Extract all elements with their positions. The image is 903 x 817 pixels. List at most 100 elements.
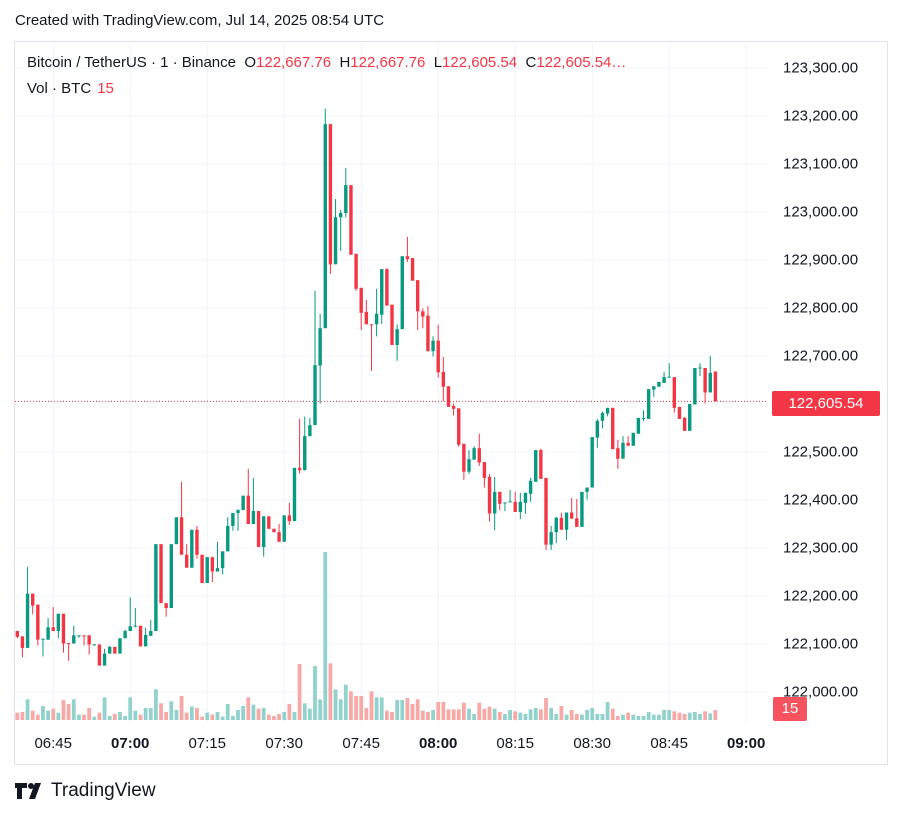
- candle-body: [15, 631, 19, 637]
- volume-label[interactable]: Vol · BTC: [27, 80, 92, 97]
- candle-body: [241, 495, 245, 511]
- candle: [174, 517, 179, 545]
- candle: [549, 525, 553, 550]
- tradingview-logo[interactable]: TradingView: [15, 780, 156, 802]
- volume-bar: [82, 714, 86, 720]
- volume-bar: [431, 710, 435, 720]
- candle: [457, 408, 461, 447]
- volume-bar: [631, 714, 636, 720]
- candle: [118, 638, 122, 654]
- candle: [333, 199, 338, 265]
- candle: [36, 604, 40, 646]
- candle-body: [364, 311, 369, 325]
- candle-body: [220, 551, 225, 569]
- candle-body: [518, 501, 523, 512]
- price-tick-label: 122,700.00: [783, 347, 859, 365]
- volume-bar: [102, 697, 107, 720]
- logo-text: TradingView: [51, 780, 156, 801]
- candle-body: [149, 631, 153, 636]
- volume-bar: [66, 704, 71, 720]
- candle: [436, 324, 440, 378]
- time-tick-label: 07:30: [265, 735, 303, 752]
- volume-bar: [333, 689, 338, 720]
- candle-body: [492, 491, 497, 514]
- volume-bar: [225, 704, 230, 720]
- candle: [297, 418, 302, 474]
- candle-body: [323, 124, 327, 329]
- price-tick-label: 123,000.00: [783, 203, 859, 221]
- candle-body: [226, 525, 230, 552]
- volume-bar: [30, 710, 35, 720]
- volume-bar: [692, 712, 697, 720]
- candle-body: [477, 448, 481, 463]
- candle: [446, 386, 451, 407]
- candle: [138, 625, 143, 647]
- candle-body: [605, 407, 610, 414]
- candle: [595, 418, 600, 448]
- candle-body: [698, 367, 702, 369]
- candle: [708, 356, 712, 393]
- candle-body: [174, 517, 179, 545]
- candle-body: [164, 603, 168, 608]
- candle: [426, 306, 430, 352]
- volume-bar: [569, 710, 574, 720]
- candle: [169, 544, 173, 608]
- candle-body: [451, 405, 456, 409]
- candle-body: [436, 340, 440, 373]
- candle: [236, 509, 240, 531]
- candle: [128, 597, 132, 632]
- candle-body: [200, 554, 204, 584]
- candle: [282, 515, 286, 542]
- candle: [66, 643, 71, 661]
- volume-value: 15: [97, 80, 114, 97]
- volume-bar: [179, 696, 184, 720]
- candle: [205, 557, 209, 584]
- candle-body: [693, 368, 697, 405]
- price-tick-label: 122,100.00: [783, 635, 859, 653]
- candle-body: [190, 529, 194, 568]
- grid: [15, 42, 768, 722]
- candle-body: [426, 315, 430, 352]
- candle: [682, 416, 687, 431]
- candle: [498, 491, 502, 511]
- candle-body: [554, 517, 558, 533]
- volume-bar: [277, 714, 281, 720]
- volume-bar: [677, 712, 682, 720]
- candle: [164, 603, 168, 617]
- candle: [133, 608, 138, 628]
- candle: [451, 403, 456, 416]
- volume-bar: [395, 700, 400, 720]
- volume-bar: [538, 709, 543, 720]
- candle-body: [646, 389, 651, 419]
- volume-bar: [318, 699, 323, 720]
- volume-bar: [354, 696, 358, 720]
- volume-bar: [241, 706, 246, 720]
- candle-body: [462, 443, 466, 472]
- volume-bar: [246, 697, 251, 720]
- candle-body: [446, 386, 451, 407]
- volume-bar: [497, 712, 502, 720]
- volume-bar: [610, 708, 615, 720]
- candle-body: [87, 635, 91, 645]
- volume-bar: [379, 697, 384, 720]
- candle-body: [682, 417, 687, 431]
- candle: [467, 450, 471, 475]
- volume-bar: [646, 712, 651, 720]
- price-tick-label: 123,100.00: [783, 155, 859, 173]
- candle: [539, 448, 543, 479]
- volume-bar: [600, 714, 605, 720]
- candle-body: [539, 450, 543, 479]
- candle-body: [231, 512, 235, 526]
- volume-bar: [138, 714, 143, 720]
- candle: [46, 618, 50, 640]
- candle: [657, 381, 661, 387]
- candle: [241, 495, 245, 511]
- candle-body: [626, 442, 630, 446]
- candle: [421, 308, 425, 329]
- tradingview-logo-icon: [15, 783, 41, 799]
- symbol-name[interactable]: Bitcoin / TetherUS · 1 · Binance: [27, 54, 236, 71]
- candle: [462, 443, 466, 480]
- volume-bar: [467, 708, 471, 720]
- candle-body: [25, 593, 30, 648]
